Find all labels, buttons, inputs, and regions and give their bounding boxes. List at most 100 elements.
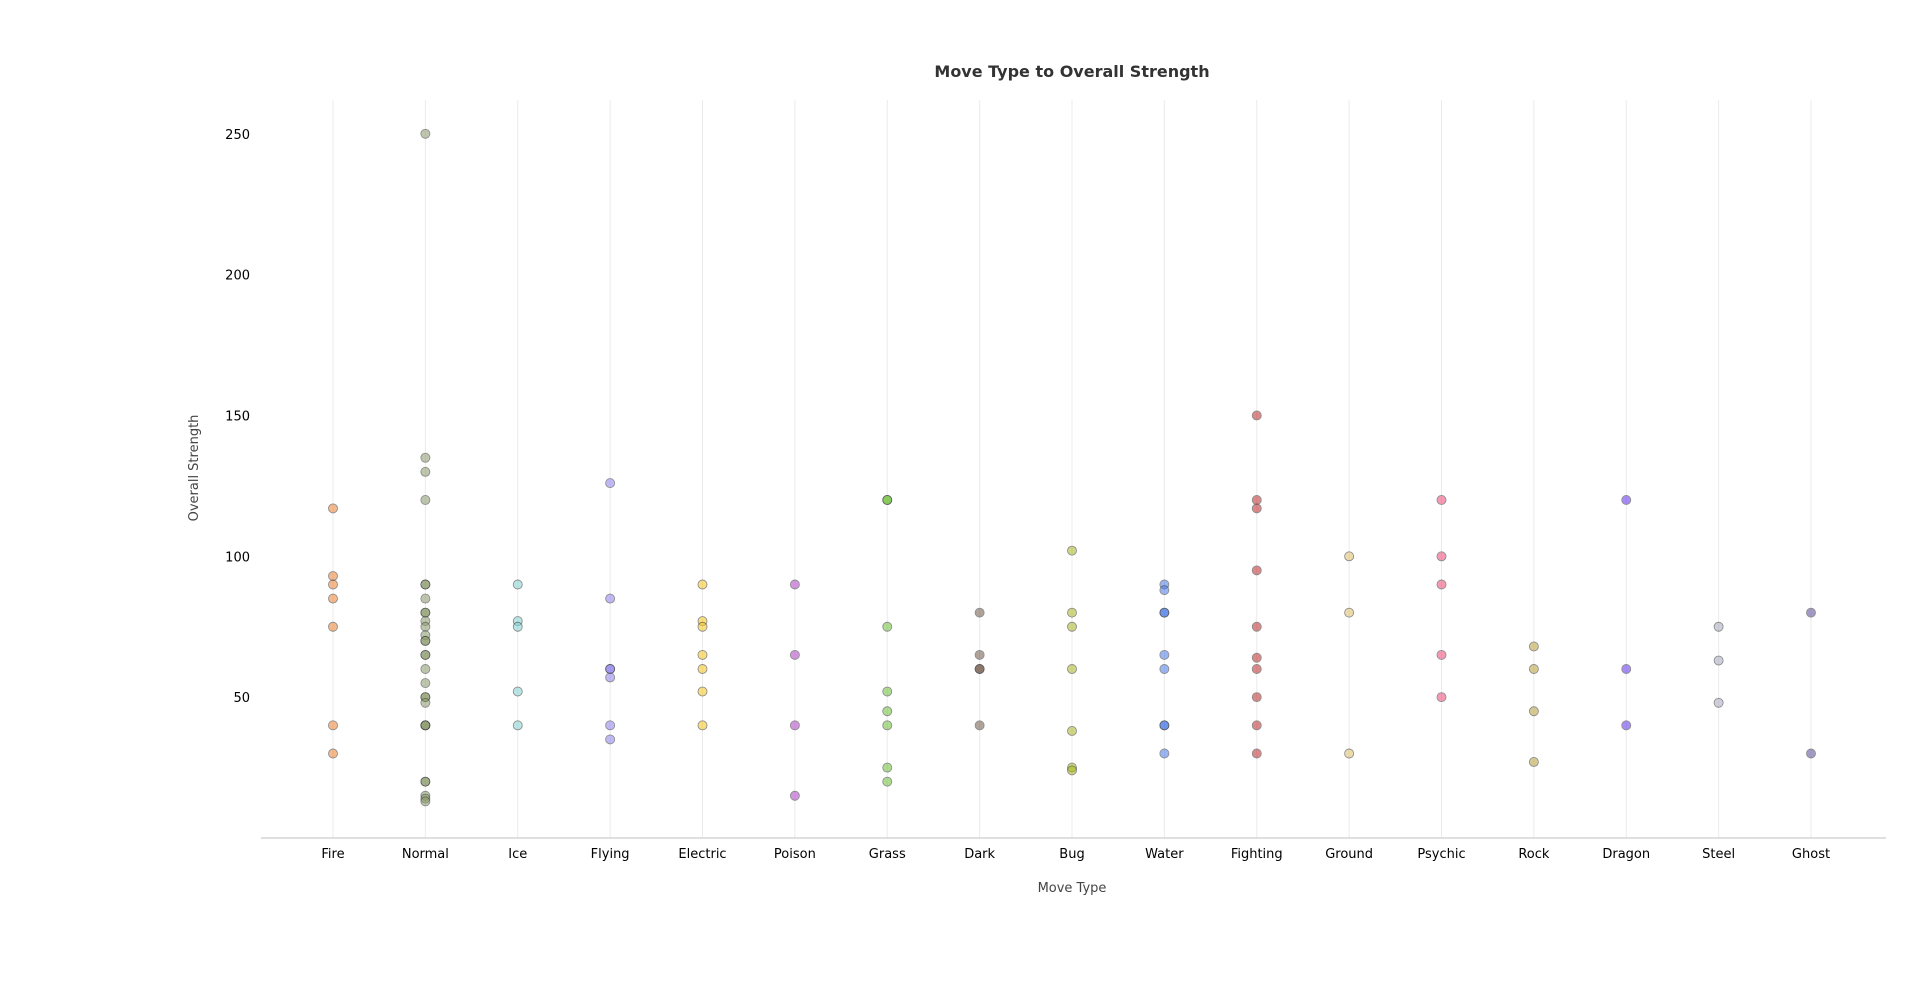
y-tick-label: 150 [225,409,250,424]
data-point-psychic [1436,551,1447,562]
data-point-ground [1344,551,1355,562]
data-point-fire [328,593,338,604]
x-tick-label: Fighting [1231,847,1283,862]
data-point-fighting [1251,748,1262,759]
data-point-grass [882,776,893,787]
data-point-fire [328,621,338,632]
data-point-grass [882,762,893,773]
data-point-dragon [1621,664,1632,674]
data-point-water [1159,664,1170,674]
data-point-rock [1528,641,1539,652]
data-point-poison [789,790,800,801]
x-tick-label: Normal [402,847,449,862]
data-point-normal [420,649,431,660]
data-point-normal [420,635,431,646]
data-point-rock [1528,664,1539,674]
data-point-normal [420,607,431,618]
data-point-dark [974,720,985,731]
data-point-electric [697,649,708,660]
y-tick-label: 250 [225,128,250,143]
data-point-ghost [1806,748,1816,759]
data-point-steel [1713,621,1724,632]
data-point-dark [974,664,985,674]
data-point-electric [697,720,708,731]
data-point-water [1159,607,1170,618]
data-point-psychic [1436,579,1447,590]
data-point-grass [882,720,893,731]
data-point-normal [420,593,431,604]
data-point-psychic [1436,649,1447,660]
data-point-bug [1067,664,1077,674]
data-point-fighting [1251,720,1262,731]
x-tick-label: Dark [964,847,995,862]
data-point-dragon [1621,495,1632,505]
data-point-dark [974,607,985,618]
data-point-fighting [1251,621,1262,632]
data-point-fire [328,503,338,514]
data-point-poison [789,649,800,660]
data-point-normal [420,776,431,787]
data-point-water [1159,720,1170,731]
data-point-fire [328,579,338,590]
data-point-ground [1344,607,1355,618]
data-point-water [1159,585,1170,596]
data-points [328,128,1816,807]
data-point-normal [420,495,431,505]
data-point-grass [882,706,893,717]
data-point-ice [512,579,523,590]
data-point-dark [974,649,985,660]
data-point-normal [420,720,431,731]
data-point-bug [1067,621,1077,632]
data-point-ice [512,720,523,731]
data-point-rock [1528,706,1539,717]
data-point-fighting [1251,664,1262,674]
y-axis-ticks: 50 100 150 200 250 [225,128,250,706]
x-tick-label: Ice [508,847,527,862]
data-point-electric [697,579,708,590]
data-point-grass [882,495,893,505]
data-point-fighting [1251,503,1262,514]
y-axis-label: Overall Strength [187,415,202,522]
x-axis-ticks: Fire Normal Ice Flying Electric Poison Grass Da… [321,847,1830,862]
x-tick-label: Psychic [1417,847,1465,862]
data-point-fire [328,571,338,581]
data-point-fighting [1251,495,1262,505]
data-point-flying [605,664,616,674]
data-point-flying [605,593,616,604]
data-point-ice [512,621,523,632]
data-point-electric [697,686,708,697]
x-tick-label: Ground [1325,847,1373,862]
y-tick-label: 200 [225,269,250,284]
data-point-ghost [1806,607,1816,618]
data-point-fighting [1251,692,1262,703]
data-point-normal [420,452,431,463]
x-tick-label: Water [1145,847,1184,862]
data-point-poison [789,579,800,590]
data-point-ground [1344,748,1355,759]
data-point-flying [605,672,616,683]
data-point-normal [420,466,431,477]
x-tick-label: Grass [869,847,906,862]
data-point-bug [1067,726,1077,736]
data-point-steel [1713,697,1724,708]
data-point-fire [328,748,338,759]
chart-title: Move Type to Overall Strength [934,62,1209,81]
data-point-fighting [1251,652,1262,663]
x-tick-label: Bug [1059,847,1084,862]
x-tick-label: Fire [321,847,344,862]
data-point-water [1159,649,1170,660]
data-point-normal [420,579,431,590]
x-tick-label: Dragon [1602,847,1650,862]
data-point-normal [420,621,431,632]
x-tick-label: Steel [1702,847,1735,862]
data-point-dragon [1621,720,1632,731]
x-tick-label: Rock [1518,847,1550,862]
data-point-electric [697,664,708,674]
data-point-fire [328,720,338,731]
data-point-ice [512,686,523,697]
data-point-rock [1528,756,1539,767]
data-point-psychic [1436,692,1447,703]
x-tick-label: Electric [678,847,726,862]
